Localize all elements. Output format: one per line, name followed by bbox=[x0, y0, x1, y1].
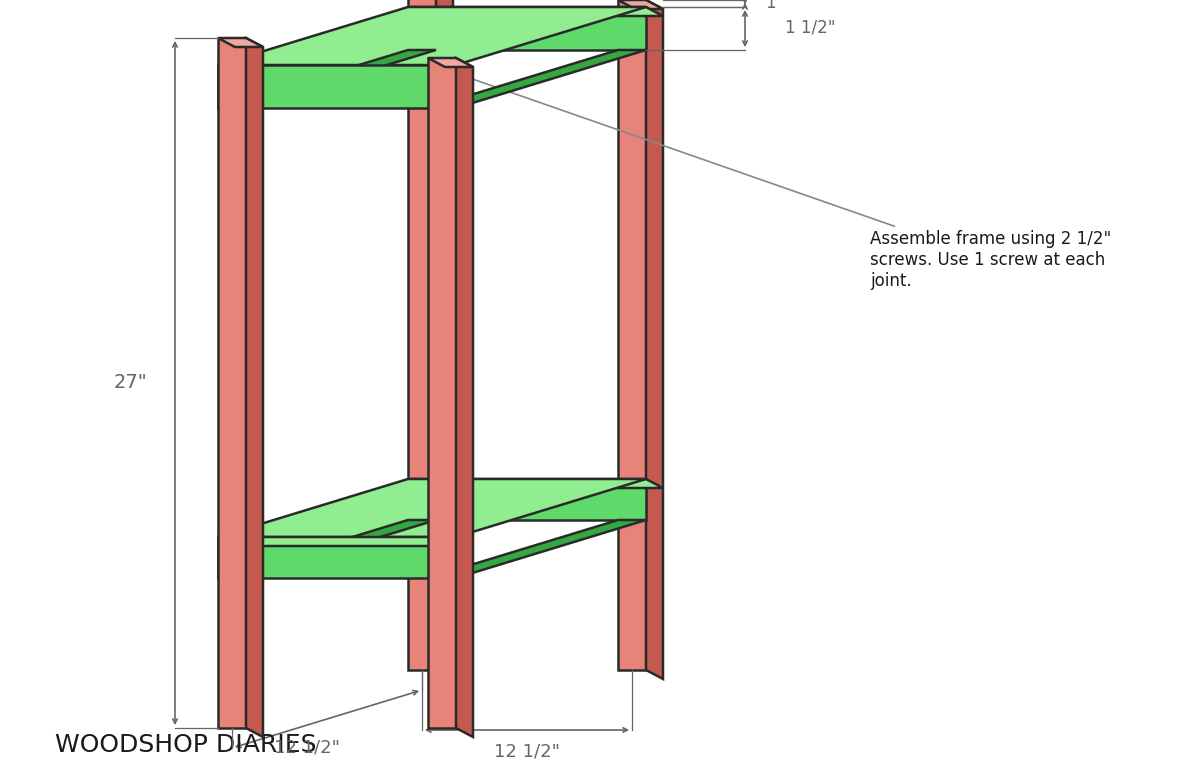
Text: 12 1/2": 12 1/2" bbox=[494, 743, 560, 761]
Polygon shape bbox=[218, 7, 646, 65]
Polygon shape bbox=[218, 38, 246, 728]
Polygon shape bbox=[218, 537, 473, 546]
Polygon shape bbox=[436, 0, 454, 679]
Polygon shape bbox=[428, 58, 456, 728]
Text: WOODSHOP DIARIES: WOODSHOP DIARIES bbox=[55, 733, 317, 757]
Text: 1 1/2": 1 1/2" bbox=[785, 19, 835, 37]
Polygon shape bbox=[408, 7, 646, 50]
Polygon shape bbox=[408, 479, 646, 520]
Polygon shape bbox=[618, 0, 646, 670]
Polygon shape bbox=[218, 38, 263, 47]
Polygon shape bbox=[218, 537, 456, 578]
Polygon shape bbox=[218, 520, 436, 578]
Polygon shape bbox=[218, 50, 436, 108]
Polygon shape bbox=[218, 65, 456, 108]
Polygon shape bbox=[218, 65, 246, 108]
Polygon shape bbox=[428, 58, 473, 67]
Polygon shape bbox=[408, 479, 662, 488]
Polygon shape bbox=[646, 0, 662, 679]
Polygon shape bbox=[246, 38, 263, 737]
Polygon shape bbox=[456, 58, 473, 737]
Polygon shape bbox=[618, 0, 662, 9]
Text: Assemble frame using 2 1/2"
screws. Use 1 screw at each
joint.: Assemble frame using 2 1/2" screws. Use … bbox=[463, 76, 1111, 290]
Text: 12 1/2": 12 1/2" bbox=[274, 738, 340, 756]
Polygon shape bbox=[428, 520, 646, 578]
Polygon shape bbox=[218, 479, 646, 537]
Polygon shape bbox=[408, 7, 662, 16]
Polygon shape bbox=[408, 0, 436, 670]
Text: 1": 1" bbox=[766, 0, 784, 12]
Polygon shape bbox=[218, 537, 246, 578]
Polygon shape bbox=[428, 65, 456, 108]
Polygon shape bbox=[428, 537, 456, 578]
Text: 27": 27" bbox=[113, 373, 148, 392]
Polygon shape bbox=[428, 50, 646, 108]
